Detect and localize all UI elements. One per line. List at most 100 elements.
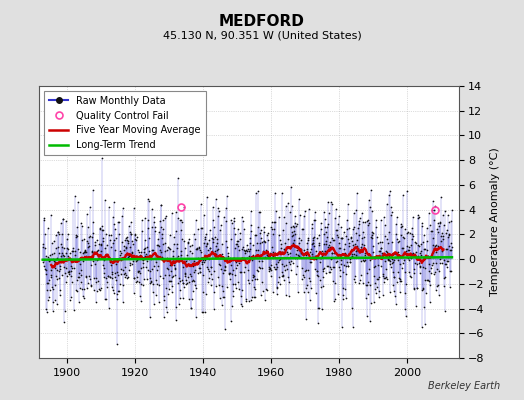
Point [160, 292, 168, 299]
Point [353, 237, 361, 244]
Point [440, 283, 449, 289]
Point [202, 264, 211, 270]
Point [103, 242, 112, 248]
Point [170, 240, 178, 247]
Point [427, 270, 435, 276]
Point [159, 241, 167, 247]
Point [78, 286, 86, 292]
Point [239, 269, 248, 275]
Point [299, 289, 308, 296]
Point [176, 287, 184, 293]
Point [238, 302, 247, 309]
Point [248, 277, 256, 283]
Point [384, 256, 392, 262]
Point [83, 284, 92, 291]
Point [431, 203, 440, 209]
Point [185, 271, 194, 278]
Point [362, 254, 370, 260]
Point [200, 259, 209, 265]
Point [407, 255, 415, 262]
Point [446, 247, 454, 253]
Point [179, 264, 187, 270]
Point [151, 277, 160, 283]
Point [158, 235, 167, 242]
Point [151, 224, 159, 230]
Point [237, 246, 246, 252]
Point [137, 281, 145, 287]
Point [307, 246, 315, 252]
Point [225, 270, 233, 276]
Point [131, 236, 139, 243]
Point [60, 264, 69, 270]
Point [165, 286, 173, 292]
Point [227, 220, 236, 226]
Point [96, 225, 104, 231]
Point [332, 226, 341, 233]
Point [282, 203, 290, 209]
Point [68, 264, 76, 271]
Point [210, 306, 219, 312]
Point [147, 278, 155, 284]
Point [331, 214, 339, 221]
Point [260, 238, 268, 244]
Point [135, 268, 144, 274]
Point [227, 236, 236, 242]
Point [377, 217, 385, 223]
Point [404, 229, 412, 236]
Point [160, 271, 169, 278]
Point [276, 237, 284, 244]
Point [233, 238, 241, 244]
Point [432, 249, 440, 255]
Point [148, 280, 157, 287]
Point [169, 252, 178, 259]
Point [412, 240, 420, 246]
Point [121, 270, 129, 276]
Point [138, 256, 147, 263]
Point [98, 226, 106, 233]
Point [445, 219, 453, 225]
Point [88, 234, 96, 240]
Point [378, 250, 387, 256]
Point [116, 248, 125, 254]
Point [332, 226, 340, 233]
Point [139, 264, 148, 270]
Point [59, 252, 67, 258]
Point [247, 208, 255, 214]
Point [279, 271, 287, 278]
Point [49, 299, 58, 305]
Point [229, 287, 237, 294]
Point [274, 249, 282, 255]
Point [88, 253, 96, 259]
Point [182, 258, 190, 264]
Point [367, 208, 376, 214]
Point [93, 246, 102, 253]
Point [346, 259, 354, 266]
Point [77, 267, 85, 274]
Point [169, 258, 178, 264]
Point [93, 287, 101, 294]
Point [222, 205, 230, 211]
Point [70, 265, 78, 271]
Point [331, 295, 340, 302]
Point [351, 207, 359, 213]
Point [88, 248, 96, 255]
Point [339, 292, 347, 298]
Point [325, 268, 334, 275]
Point [421, 290, 430, 296]
Point [300, 212, 309, 219]
Point [55, 250, 63, 256]
Point [172, 255, 181, 261]
Point [125, 253, 133, 259]
Point [346, 255, 355, 261]
Point [177, 248, 185, 254]
Point [62, 264, 70, 271]
Point [240, 226, 248, 232]
Point [61, 250, 70, 256]
Point [118, 239, 126, 245]
Point [185, 247, 194, 254]
Point [189, 277, 198, 284]
Point [242, 296, 250, 302]
Point [321, 224, 329, 230]
Point [376, 248, 384, 254]
Point [42, 309, 51, 315]
